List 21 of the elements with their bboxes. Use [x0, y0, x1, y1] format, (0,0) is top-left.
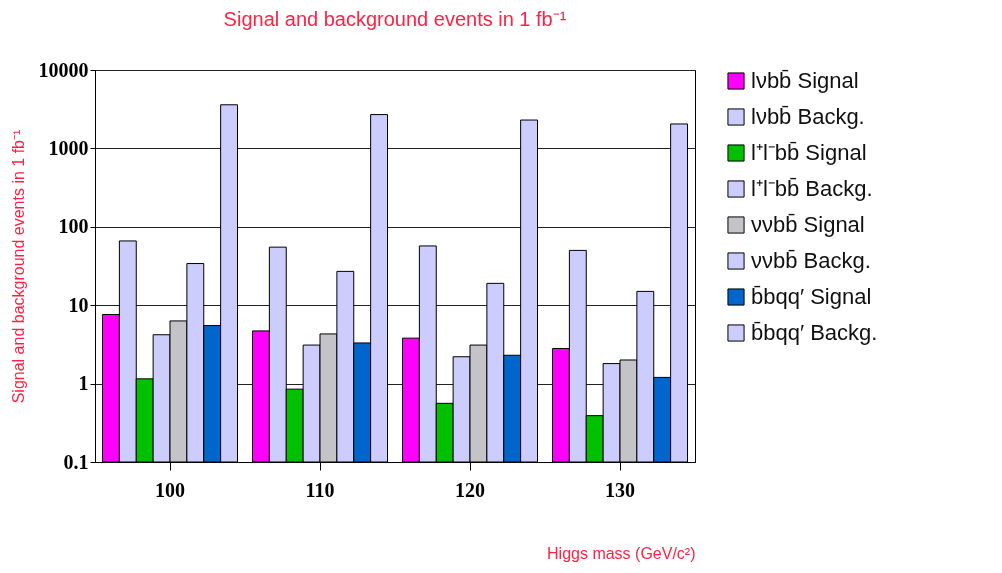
y-tick-label: 100 [58, 215, 89, 238]
legend-label: lνbb̄ Backg. [751, 104, 865, 129]
x-tick-label: 130 [605, 478, 635, 501]
y-axis-title: Signal and background events in 1 fb⁻¹ [9, 129, 27, 404]
x-tick-label: 100 [155, 478, 185, 501]
x-axis-title: Higgs mass (GeV/c²) [547, 544, 696, 562]
legend-label: ννbb̄ Backg. [751, 248, 871, 273]
chart-title: Signal and background events in 1 fb⁻¹ [223, 8, 567, 30]
legend-label: b̄bqq′ Signal [751, 284, 872, 309]
y-tick-label: 1 [78, 372, 89, 395]
y-tick-label: 0.1 [63, 450, 89, 473]
legend-label: lνbb̄ Signal [751, 68, 859, 93]
legend-label: ννbb̄ Signal [751, 212, 865, 237]
y-tick-label: 10 [68, 293, 89, 316]
y-tick-label: 1000 [48, 136, 89, 159]
legend-label: l⁺l⁻bb̄ Signal [751, 140, 867, 165]
x-tick-label: 110 [305, 478, 335, 501]
legend-label: l⁺l⁻bb̄ Backg. [751, 176, 873, 201]
legend-label: b̄bqq′ Backg. [751, 320, 878, 345]
y-tick-label: 10000 [38, 58, 89, 81]
x-tick-label: 120 [455, 478, 485, 501]
